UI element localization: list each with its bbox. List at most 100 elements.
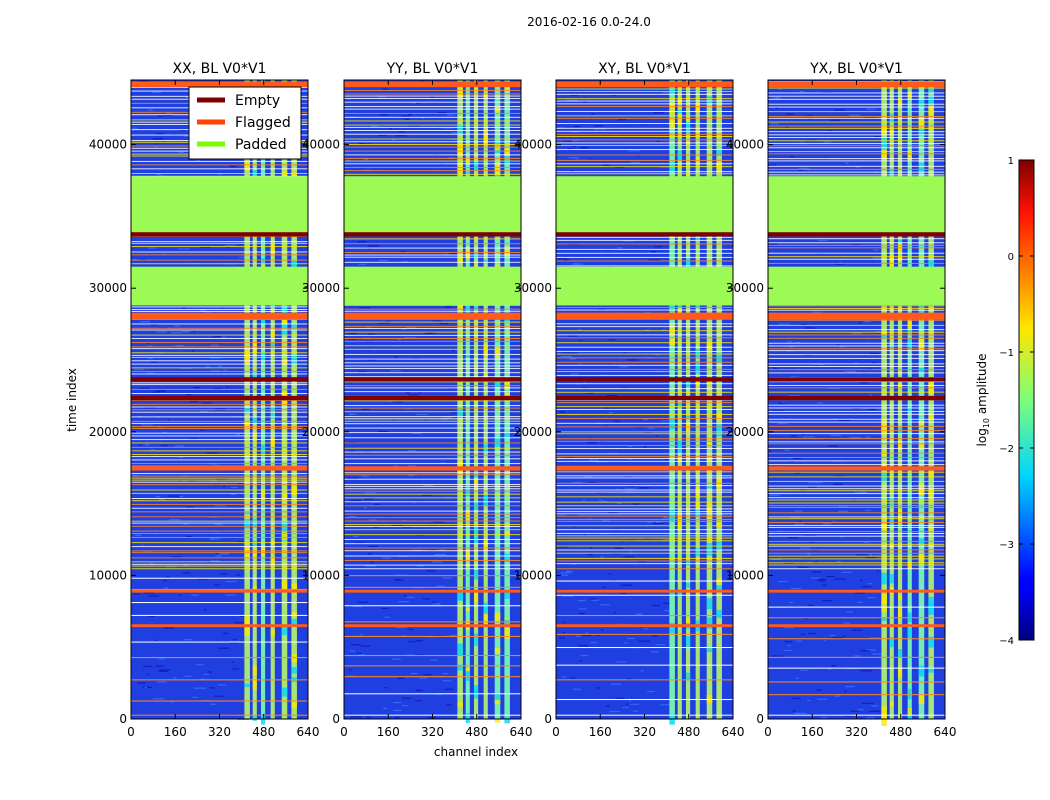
noise-mark bbox=[777, 423, 788, 425]
time-stripe bbox=[344, 372, 521, 374]
noise-mark bbox=[578, 645, 589, 647]
noise-mark bbox=[349, 413, 357, 415]
band-detail bbox=[244, 683, 250, 688]
time-stripe bbox=[131, 465, 308, 467]
noise-mark bbox=[785, 127, 789, 129]
noise-mark bbox=[583, 534, 586, 536]
noise-mark bbox=[215, 553, 218, 555]
noise-mark bbox=[784, 627, 795, 629]
noise-mark bbox=[797, 566, 809, 568]
band-detail bbox=[457, 85, 463, 98]
time-stripe bbox=[131, 511, 308, 513]
empty-region bbox=[556, 395, 733, 401]
noise-mark bbox=[166, 112, 173, 114]
band-detail bbox=[889, 637, 894, 648]
noise-mark bbox=[562, 621, 565, 624]
noise-mark bbox=[368, 545, 378, 548]
time-stripe bbox=[768, 418, 945, 420]
band-detail bbox=[695, 237, 700, 242]
noise-mark bbox=[605, 407, 609, 409]
time-stripe bbox=[768, 334, 945, 336]
noise-mark bbox=[441, 416, 453, 418]
noise-mark bbox=[591, 113, 595, 115]
noise-mark bbox=[807, 553, 811, 555]
band-detail bbox=[907, 150, 912, 161]
band-detail bbox=[291, 618, 297, 627]
time-stripe bbox=[131, 550, 308, 552]
noise-mark bbox=[377, 125, 390, 127]
noise-mark bbox=[381, 607, 389, 609]
time-stripe bbox=[556, 173, 733, 175]
band-detail bbox=[695, 487, 700, 499]
time-stripe bbox=[344, 334, 521, 336]
noise-mark bbox=[572, 263, 583, 265]
noise-mark bbox=[663, 602, 672, 605]
time-stripe bbox=[768, 410, 945, 412]
band-detail bbox=[244, 520, 250, 529]
time-stripe bbox=[768, 526, 945, 528]
noise-mark bbox=[162, 431, 168, 434]
time-stripe bbox=[131, 382, 308, 384]
time-stripe bbox=[556, 444, 733, 446]
time-stripe bbox=[131, 641, 308, 643]
band-detail bbox=[889, 573, 894, 584]
time-stripe bbox=[556, 511, 733, 513]
noise-mark bbox=[381, 557, 391, 559]
noise-mark bbox=[171, 556, 183, 558]
noise-mark bbox=[163, 627, 174, 629]
noise-mark bbox=[788, 394, 800, 397]
noise-mark bbox=[146, 342, 150, 344]
empty-region bbox=[556, 377, 733, 382]
time-stripe bbox=[768, 480, 945, 482]
noise-mark bbox=[232, 639, 237, 641]
band-detail bbox=[881, 715, 887, 726]
noise-mark bbox=[143, 592, 155, 594]
noise-mark bbox=[412, 432, 422, 435]
noise-mark bbox=[857, 601, 863, 603]
noise-mark bbox=[857, 709, 864, 711]
noise-mark bbox=[564, 259, 570, 261]
time-stripe bbox=[768, 522, 945, 524]
noise-mark bbox=[346, 159, 350, 162]
noise-mark bbox=[617, 119, 627, 121]
band-detail bbox=[716, 522, 722, 527]
band-detail bbox=[706, 503, 713, 513]
time-stripe bbox=[131, 164, 308, 166]
noise-mark bbox=[572, 525, 577, 528]
legend: Empty Flagged Padded bbox=[188, 86, 302, 160]
noise-mark bbox=[188, 480, 197, 482]
time-stripe bbox=[344, 526, 521, 528]
band-detail bbox=[473, 633, 479, 646]
time-stripe bbox=[768, 531, 945, 533]
noise-mark bbox=[134, 534, 142, 536]
time-stripe bbox=[556, 330, 733, 332]
noise-mark bbox=[839, 536, 844, 538]
band-detail bbox=[483, 127, 488, 140]
noise-mark bbox=[446, 704, 452, 706]
noise-mark bbox=[352, 605, 363, 608]
time-stripe bbox=[344, 405, 521, 407]
noise-mark bbox=[773, 367, 778, 369]
time-stripe bbox=[131, 168, 308, 170]
x-tick-label: 320 bbox=[845, 725, 868, 739]
noise-mark bbox=[436, 585, 446, 587]
time-stripe bbox=[344, 635, 521, 637]
band-detail bbox=[494, 145, 501, 151]
noise-mark bbox=[569, 170, 575, 172]
time-stripe bbox=[344, 362, 521, 364]
x-tick-label: 640 bbox=[934, 725, 957, 739]
x-tick-label: 160 bbox=[377, 725, 400, 739]
time-stripe bbox=[131, 546, 308, 548]
noise-mark bbox=[162, 253, 166, 255]
time-stripe bbox=[768, 348, 945, 350]
noise-mark bbox=[574, 262, 578, 265]
band-detail bbox=[504, 628, 510, 639]
noise-mark bbox=[373, 526, 379, 528]
band-detail bbox=[244, 615, 250, 624]
band-detail bbox=[695, 547, 700, 557]
time-stripe bbox=[131, 327, 308, 329]
noise-mark bbox=[217, 684, 227, 686]
noise-mark bbox=[635, 613, 643, 615]
band-detail bbox=[889, 258, 894, 271]
time-stripe bbox=[556, 88, 733, 90]
